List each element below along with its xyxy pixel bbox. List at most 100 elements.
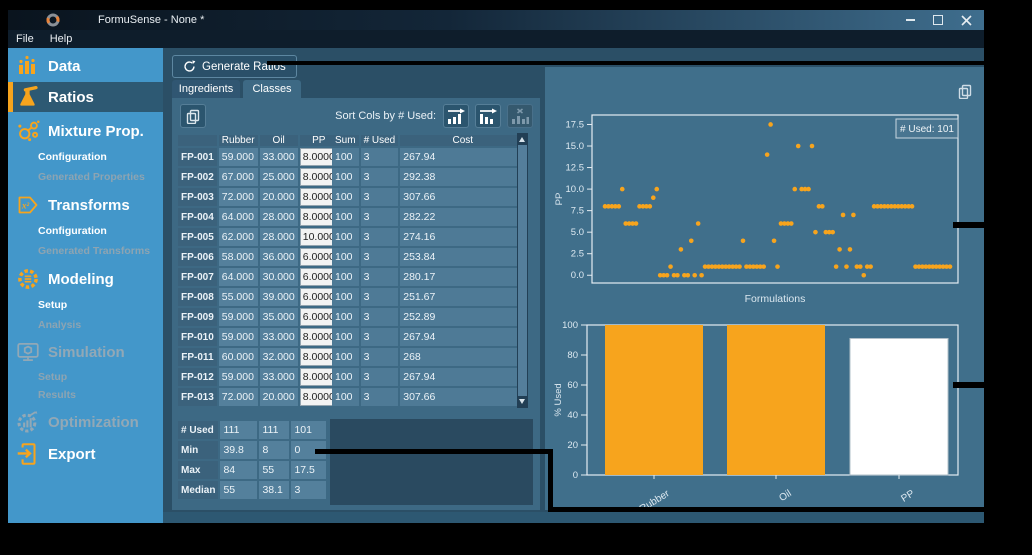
copy-charts-button[interactable] <box>957 83 973 100</box>
cell[interactable]: 28.000 <box>259 208 298 226</box>
scatter-point <box>647 204 653 209</box>
minimize-button[interactable] <box>904 14 916 26</box>
column-header[interactable]: # Used <box>360 135 399 146</box>
scatter-point <box>768 122 773 127</box>
row-header[interactable]: FP-002 <box>178 168 217 186</box>
row-header[interactable]: FP-007 <box>178 268 217 286</box>
row-header[interactable]: FP-010 <box>178 328 217 346</box>
column-header-rubber[interactable]: Rubber <box>218 135 258 146</box>
sidebar-item-mixture-prop[interactable]: Mixture Prop. <box>8 116 163 146</box>
cell[interactable]: 59.000 <box>218 368 258 386</box>
menu-help[interactable]: Help <box>49 33 73 45</box>
tab-classes[interactable]: Classes <box>243 80 301 98</box>
cell[interactable]: 8.0000 <box>299 168 338 186</box>
cell[interactable]: 33.000 <box>259 148 298 166</box>
cell[interactable]: 72.000 <box>218 388 258 406</box>
column-header-oil[interactable]: Oil <box>259 135 298 146</box>
cell[interactable]: 64.000 <box>218 208 258 226</box>
maximize-button[interactable] <box>932 14 944 26</box>
copy-icon <box>186 109 200 124</box>
cell[interactable]: 28.000 <box>259 228 298 246</box>
cell[interactable]: 25.000 <box>259 168 298 186</box>
cell[interactable]: 8.0000 <box>299 208 338 226</box>
close-button[interactable] <box>960 14 972 26</box>
cell[interactable]: 8.0000 <box>299 348 338 366</box>
cell[interactable]: 62.000 <box>218 228 258 246</box>
cell[interactable]: 8.0000 <box>299 188 338 206</box>
row-header[interactable]: FP-001 <box>178 148 217 166</box>
cell[interactable]: 30.000 <box>259 268 298 286</box>
table-row: 100 3 267.94 <box>332 148 526 166</box>
column-header[interactable]: Cost <box>400 135 526 146</box>
sort-ascending-button[interactable] <box>443 104 469 128</box>
scatter-point <box>947 264 953 269</box>
row-header[interactable]: FP-011 <box>178 348 217 366</box>
scatter-point <box>930 264 936 269</box>
row-header[interactable]: FP-013 <box>178 388 217 406</box>
copy-table-button[interactable] <box>180 104 206 128</box>
scroll-up-icon[interactable] <box>519 137 525 142</box>
sidebar-item-configuration[interactable]: Configuration <box>8 149 163 165</box>
cell[interactable]: 33.000 <box>259 368 298 386</box>
cell[interactable]: 6.0000 <box>299 248 338 266</box>
sidebar-item-transforms[interactable]: x² Transforms <box>8 191 163 219</box>
vertical-scrollbar[interactable] <box>517 133 528 408</box>
column-header[interactable]: Sum <box>332 135 359 146</box>
menu-file[interactable]: File <box>16 33 34 45</box>
cell[interactable]: 59.000 <box>218 148 258 166</box>
cell[interactable]: 10.000 <box>299 228 338 246</box>
summary-table: # Used 111 111 101 Min 39.8 8 0 Max 84 55 17.5 Media… <box>176 419 328 501</box>
cell[interactable]: 59.000 <box>218 308 258 326</box>
generate-ratios-button[interactable]: Generate Ratios <box>172 55 297 78</box>
row-header[interactable]: FP-012 <box>178 368 217 386</box>
cell[interactable]: 8.0000 <box>299 328 338 346</box>
cell-cost: 292.38 <box>400 168 526 186</box>
column-header-pp[interactable]: PP <box>299 135 338 146</box>
sidebar-item-ratios[interactable]: Ratios <box>8 82 163 112</box>
row-header[interactable]: FP-006 <box>178 248 217 266</box>
cell[interactable]: 64.000 <box>218 268 258 286</box>
cell[interactable]: 6.0000 <box>299 308 338 326</box>
cell[interactable]: 8.0000 <box>299 368 338 386</box>
sort-descending-button[interactable] <box>475 104 501 128</box>
cell[interactable]: 32.000 <box>259 348 298 366</box>
scroll-down-icon[interactable] <box>519 399 525 404</box>
cell[interactable]: 39.000 <box>259 288 298 306</box>
sidebar-item-modeling[interactable]: Modeling <box>8 263 163 295</box>
cell[interactable]: 20.000 <box>259 388 298 406</box>
cell[interactable]: 6.0000 <box>299 288 338 306</box>
cell[interactable]: 8.0000 <box>299 148 338 166</box>
cell[interactable]: 33.000 <box>259 328 298 346</box>
summary-label: # Used <box>178 421 219 439</box>
tab-ingredients[interactable]: Ingredients <box>172 80 240 98</box>
cell[interactable]: 67.000 <box>218 168 258 186</box>
summary-value: 111 <box>259 421 290 439</box>
sidebar-item-label: Configuration <box>38 225 107 237</box>
summary-value: 8 <box>259 441 290 459</box>
cell[interactable]: 8.0000 <box>299 388 338 406</box>
cell[interactable]: 59.000 <box>218 328 258 346</box>
sidebar-item-setup[interactable]: Setup <box>8 297 163 313</box>
cell[interactable]: 55.000 <box>218 288 258 306</box>
row-header[interactable]: FP-009 <box>178 308 217 326</box>
row-header[interactable]: FP-008 <box>178 288 217 306</box>
sidebar-item-export[interactable]: Export <box>8 439 163 469</box>
cell[interactable]: 35.000 <box>259 308 298 326</box>
cell[interactable]: 36.000 <box>259 248 298 266</box>
row-header[interactable]: FP-003 <box>178 188 217 206</box>
sidebar-item-configuration-2[interactable]: Configuration <box>8 223 163 239</box>
scrollbar-thumb[interactable] <box>518 145 527 396</box>
scatter-point <box>754 264 760 269</box>
row-header[interactable]: FP-005 <box>178 228 217 246</box>
scatter-point <box>892 204 898 209</box>
cell[interactable]: 6.0000 <box>299 268 338 286</box>
sidebar-item-data[interactable]: Data <box>8 52 163 80</box>
cell[interactable]: 60.000 <box>218 348 258 366</box>
window-title: FormuSense - None * <box>98 14 205 26</box>
sidebar-item-label: Setup <box>38 299 68 311</box>
cell[interactable]: 72.000 <box>218 188 258 206</box>
row-header[interactable]: FP-004 <box>178 208 217 226</box>
cell[interactable]: 58.000 <box>218 248 258 266</box>
cell[interactable]: 20.000 <box>259 188 298 206</box>
